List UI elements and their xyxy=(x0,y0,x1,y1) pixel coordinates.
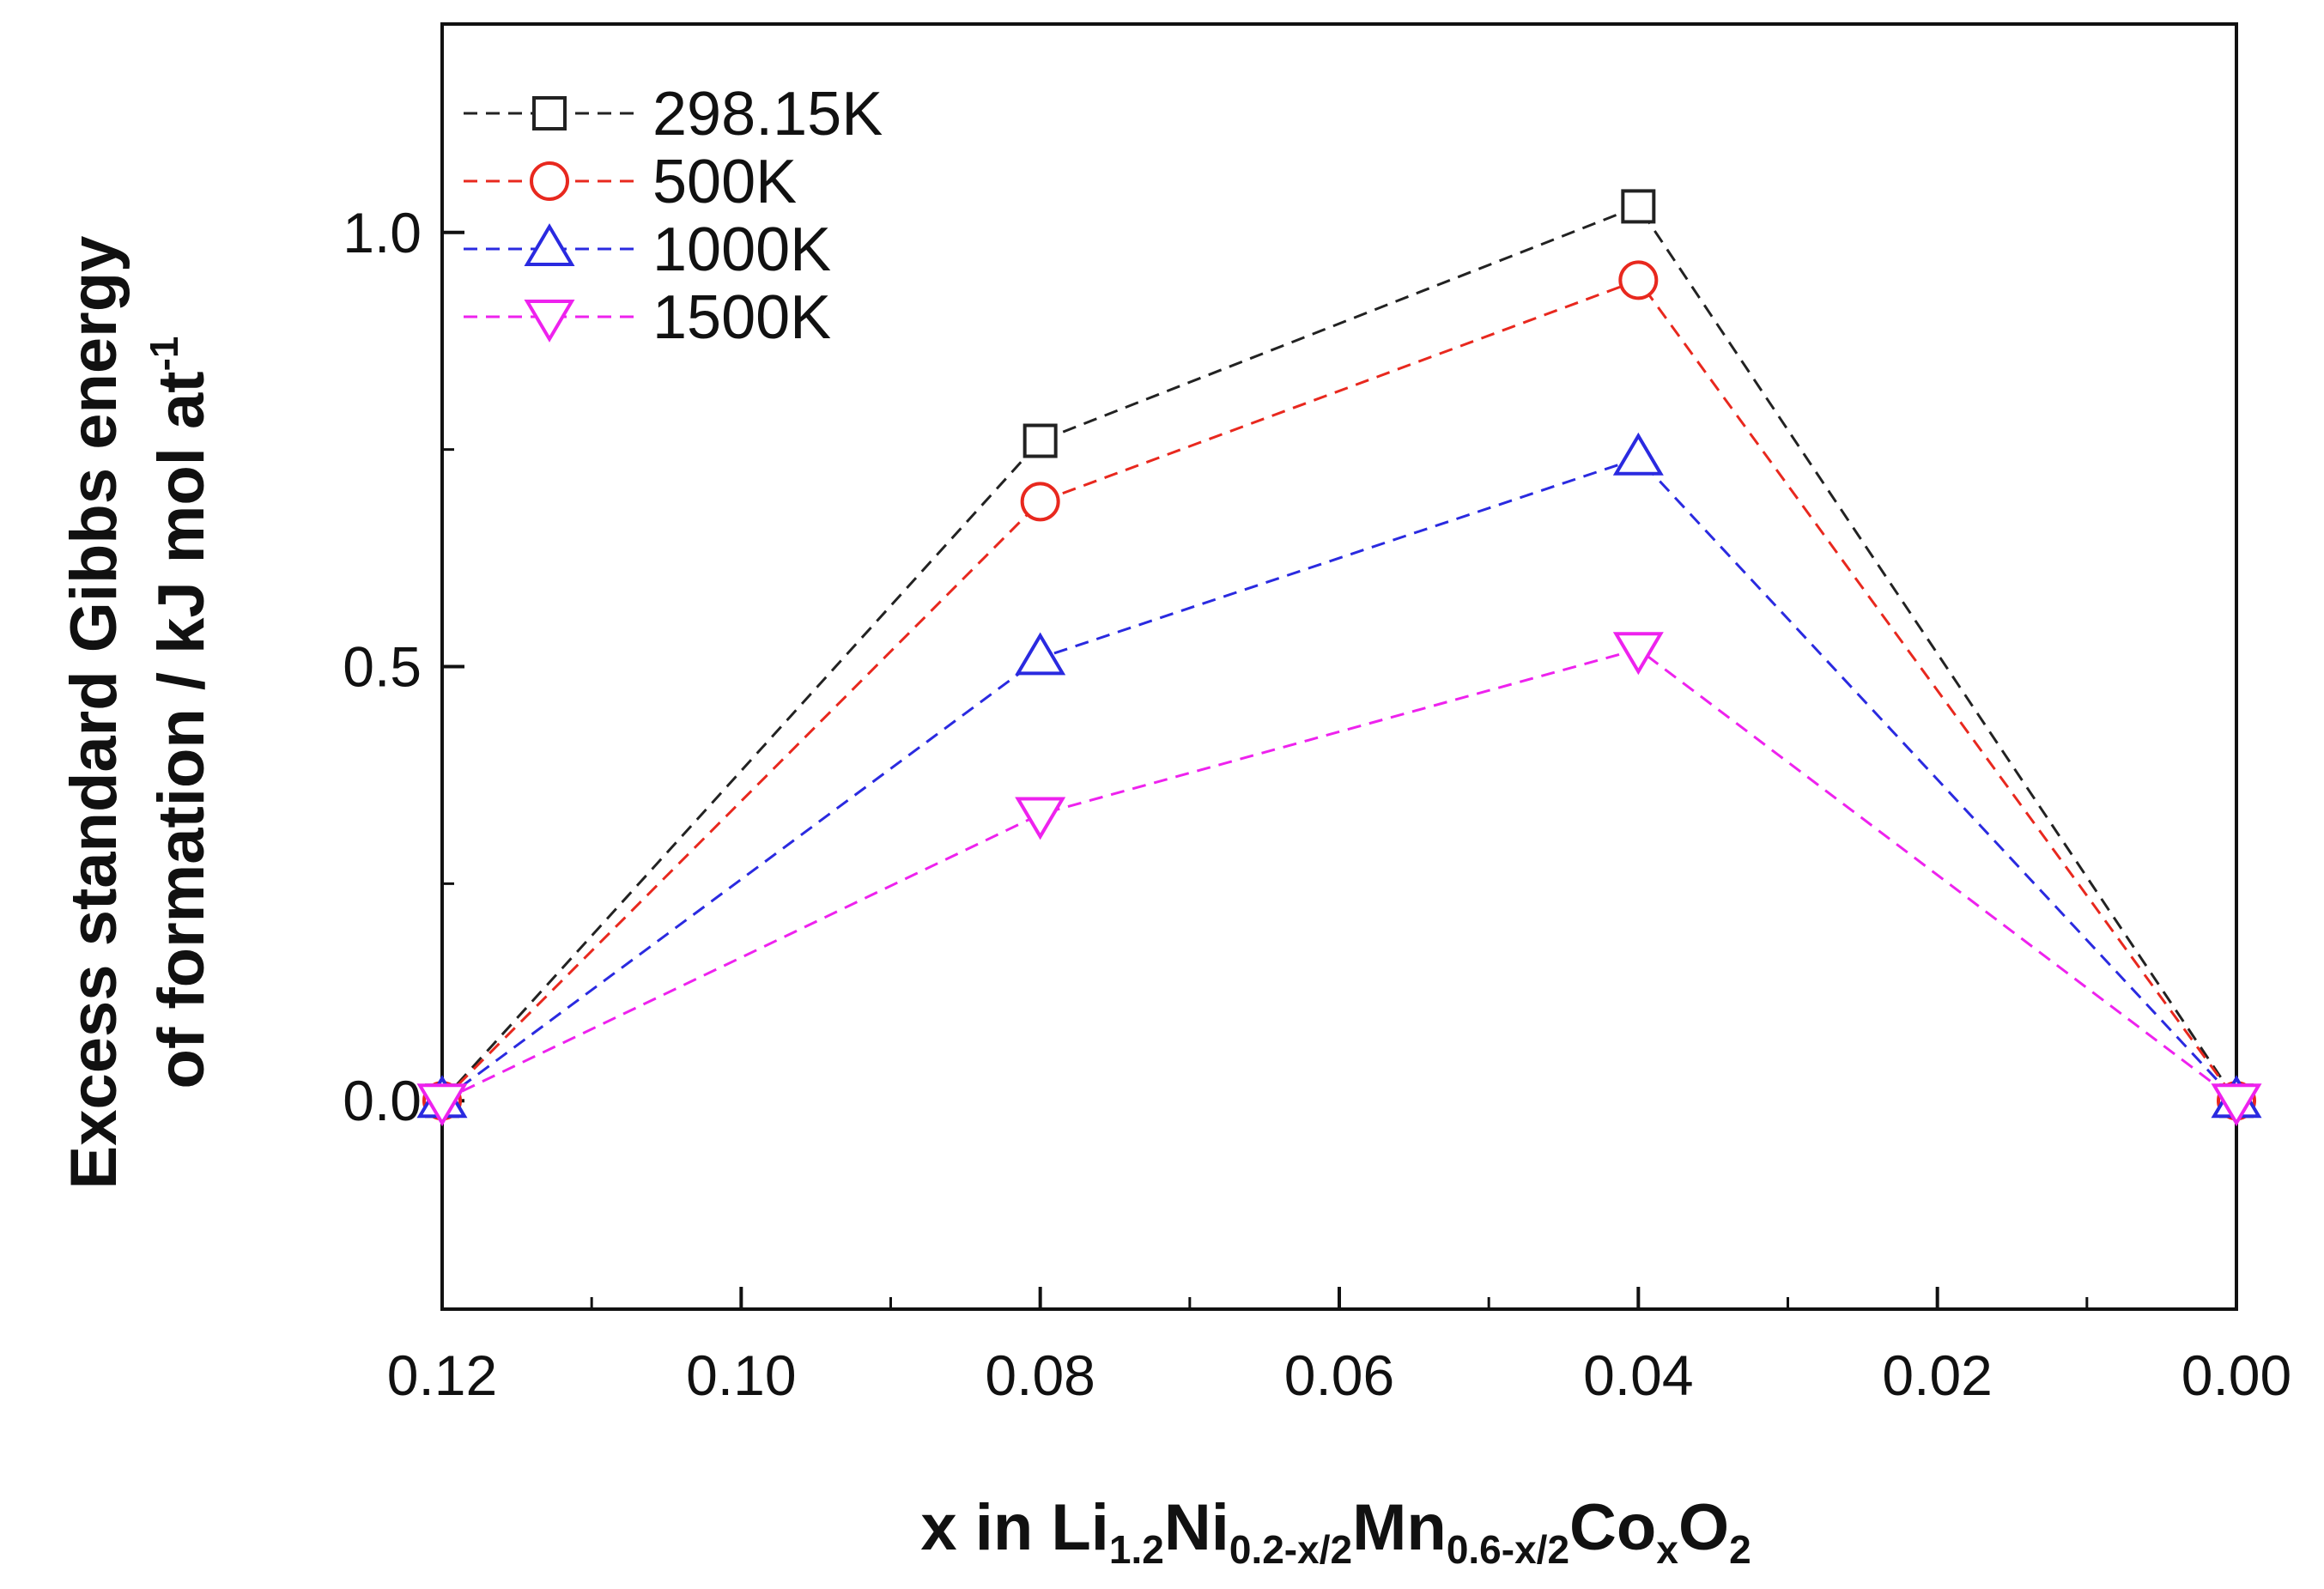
legend-marker xyxy=(524,223,575,266)
data-point xyxy=(1612,432,1664,476)
data-point xyxy=(1618,260,1659,300)
series-line xyxy=(440,278,2238,1102)
series-line xyxy=(440,204,2238,1102)
legend-item-1000K: 1000K xyxy=(464,215,831,284)
series-1000K xyxy=(416,432,2262,1119)
legend-item-500K: 500K xyxy=(464,148,797,216)
y-tick-label: 0.0 xyxy=(343,1069,422,1132)
legend-label: 1000K xyxy=(652,215,831,284)
y-tick-label: 0.5 xyxy=(343,635,422,699)
x-axis-ticks: 0.12 0.10 0.08 0.06 0.04 0.02 0.00 xyxy=(387,1287,2291,1407)
series-line xyxy=(441,457,2238,1102)
legend-item-298.15K: 298.15K xyxy=(464,80,883,149)
data-point xyxy=(1612,632,1664,676)
x-axis-title: x in Li1.2Ni0.2-x/2Mn0.6-x/2CoxO2 xyxy=(920,1491,1751,1572)
legend-item-1500K: 1500K xyxy=(464,283,831,352)
legend-marker xyxy=(532,96,567,130)
y-axis-title-line2: of formation / kJ mol at-1 xyxy=(142,337,218,1089)
x-tick-label: 0.06 xyxy=(1284,1343,1394,1407)
data-point xyxy=(1022,423,1058,458)
legend-marker xyxy=(530,161,569,201)
data-point xyxy=(1015,632,1066,676)
legend-label: 500K xyxy=(652,148,797,216)
series-layer xyxy=(416,189,2262,1127)
series-1500K xyxy=(416,632,2262,1127)
data-point xyxy=(1020,482,1060,522)
legend-label: 1500K xyxy=(652,283,831,352)
y-axis-title: Excess standard Gibbs energy of formatio… xyxy=(58,236,218,1190)
y-axis-title-line1: Excess standard Gibbs energy xyxy=(58,236,130,1190)
y-tick-label: 1.0 xyxy=(343,201,422,264)
data-point xyxy=(416,1083,468,1127)
data-point xyxy=(2211,1083,2262,1127)
series-500K xyxy=(422,260,2256,1121)
data-point xyxy=(1015,797,1066,840)
legend-label: 298.15K xyxy=(652,80,883,149)
data-point xyxy=(1621,189,1656,224)
legend-marker xyxy=(524,300,575,343)
x-tick-label: 0.02 xyxy=(1882,1343,1992,1407)
series-line xyxy=(441,647,2237,1102)
x-tick-label: 0.10 xyxy=(686,1343,796,1407)
x-tick-label: 0.00 xyxy=(2181,1343,2291,1407)
x-tick-label: 0.12 xyxy=(387,1343,497,1407)
y-axis-ticks: 0.0 0.5 1.0 xyxy=(343,201,464,1132)
x-tick-label: 0.04 xyxy=(1583,1343,1693,1407)
x-tick-label: 0.08 xyxy=(985,1343,1095,1407)
